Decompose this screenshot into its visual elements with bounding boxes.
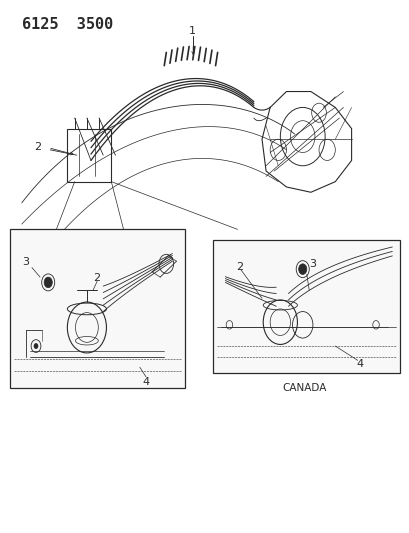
Bar [9, 229, 184, 389]
Text: 6125  3500: 6125 3500 [22, 17, 113, 33]
Text: 3: 3 [22, 257, 29, 267]
Circle shape [44, 277, 52, 288]
Text: 1: 1 [189, 26, 196, 36]
Text: 4: 4 [142, 376, 149, 386]
Text: 2: 2 [236, 262, 243, 271]
Bar [66, 128, 111, 182]
Circle shape [34, 343, 38, 349]
Circle shape [298, 264, 306, 274]
Text: CANADA: CANADA [282, 383, 326, 393]
Text: 4: 4 [355, 359, 362, 369]
Bar [213, 240, 400, 373]
Text: 2: 2 [34, 142, 41, 152]
Text: 2: 2 [93, 273, 100, 283]
Text: 3: 3 [309, 259, 316, 269]
